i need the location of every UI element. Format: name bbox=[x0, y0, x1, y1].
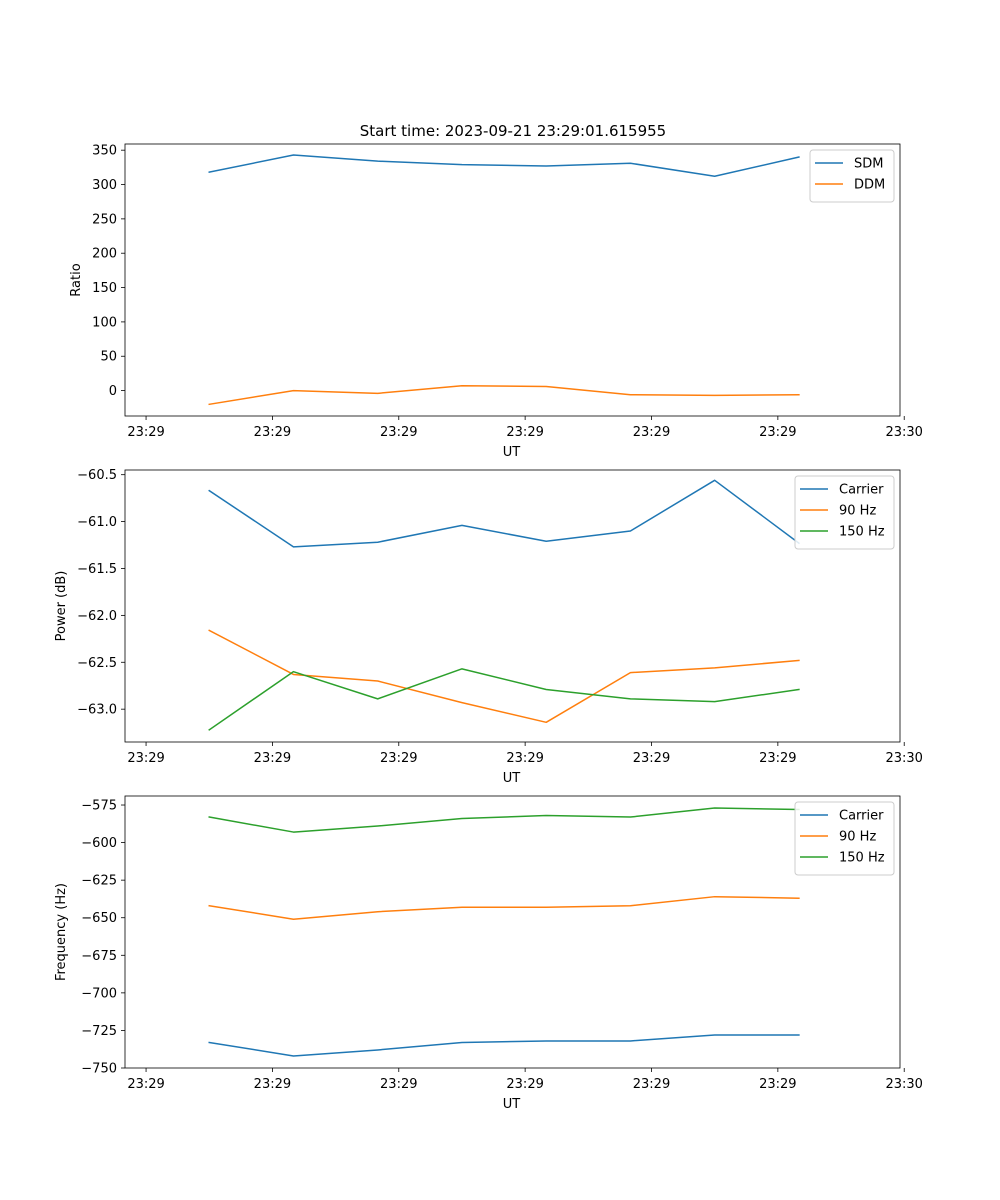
y-tick-label: −62.5 bbox=[77, 656, 117, 671]
series-line-carrier bbox=[208, 1034, 800, 1057]
chart-panel-2: 23:29 23:29 23:29 23:29 23:29 23:29 23:30 −63.0… bbox=[54, 468, 923, 786]
x-tick-label: 23:29 bbox=[633, 751, 670, 766]
legend-label: 90 Hz bbox=[839, 830, 876, 845]
legend: SDM DDM bbox=[809, 149, 895, 203]
axes-frame bbox=[124, 469, 901, 743]
y-tick-label: −750 bbox=[81, 1062, 117, 1077]
x-tick-label: 23:29 bbox=[127, 1077, 164, 1092]
y-tick-label: 100 bbox=[92, 315, 117, 330]
y-tick-label: −61.0 bbox=[77, 515, 117, 530]
legend-label: 90 Hz bbox=[839, 504, 876, 519]
x-tick-label: 23:29 bbox=[633, 425, 670, 440]
x-tick-label: 23:29 bbox=[506, 425, 543, 440]
x-tick-label: 23:29 bbox=[380, 425, 417, 440]
series-line-90-hz bbox=[208, 895, 800, 920]
chart-panel-3: 23:29 23:29 23:29 23:29 23:29 23:29 23:30 −750 −… bbox=[54, 795, 923, 1112]
series-line-150-hz bbox=[208, 668, 800, 731]
x-tick-label: 23:29 bbox=[380, 1077, 417, 1092]
x-tick-label: 23:29 bbox=[633, 1077, 670, 1092]
y-tick-label: 250 bbox=[92, 212, 117, 227]
legend-label: Carrier bbox=[839, 483, 884, 498]
x-tick-label: 23:29 bbox=[254, 1077, 291, 1092]
x-tick-label: 23:29 bbox=[127, 425, 164, 440]
y-tick-label: −61.5 bbox=[77, 562, 117, 577]
y-tick-label: 350 bbox=[92, 144, 117, 159]
legend-label: Carrier bbox=[839, 809, 884, 824]
legend-label: 150 Hz bbox=[839, 851, 885, 866]
y-axis-label: Power (dB) bbox=[54, 571, 69, 642]
y-tick-label: 300 bbox=[92, 178, 117, 193]
x-tick-label: 23:29 bbox=[506, 1077, 543, 1092]
x-axis-label: UT bbox=[503, 445, 521, 460]
y-tick-label: −60.5 bbox=[77, 468, 117, 483]
y-tick-label: −675 bbox=[81, 949, 117, 964]
y-tick-label: −62.0 bbox=[77, 609, 117, 624]
x-tick-label: 23:29 bbox=[759, 1077, 796, 1092]
axes-frame bbox=[124, 143, 901, 417]
y-tick-label: 50 bbox=[100, 350, 117, 365]
x-tick-label: 23:29 bbox=[380, 751, 417, 766]
series-line-90-hz bbox=[208, 629, 800, 724]
series-line-carrier bbox=[208, 479, 800, 548]
x-tick-label: 23:29 bbox=[254, 425, 291, 440]
y-tick-label: −575 bbox=[81, 799, 117, 814]
series-line-150-hz bbox=[208, 807, 800, 833]
x-tick-label: 23:29 bbox=[506, 751, 543, 766]
x-axis-label: UT bbox=[503, 1097, 521, 1112]
y-tick-label: −725 bbox=[81, 1024, 117, 1039]
legend-label: DDM bbox=[854, 178, 885, 193]
y-tick-label: 150 bbox=[92, 281, 117, 296]
x-tick-label: 23:29 bbox=[127, 751, 164, 766]
figure-title: Start time: 2023-09-21 23:29:01.615955 bbox=[360, 122, 666, 140]
y-tick-label: −625 bbox=[81, 874, 117, 889]
legend-label: SDM bbox=[854, 157, 883, 172]
legend: Carrier 90 Hz 150 Hz bbox=[794, 475, 895, 550]
y-tick-label: 200 bbox=[92, 247, 117, 262]
y-axis-label: Frequency (Hz) bbox=[54, 883, 69, 981]
x-tick-label: 23:29 bbox=[759, 751, 796, 766]
legend: Carrier 90 Hz 150 Hz bbox=[794, 801, 895, 876]
y-tick-label: −700 bbox=[81, 986, 117, 1001]
y-tick-label: −63.0 bbox=[77, 703, 117, 718]
axes-frame bbox=[124, 795, 901, 1069]
x-tick-label: 23:29 bbox=[759, 425, 796, 440]
series-line-sdm bbox=[208, 154, 800, 178]
x-tick-label: 23:29 bbox=[254, 751, 291, 766]
chart-panel-1: 23:29 23:29 23:29 23:29 23:29 23:29 23:30 0 50 10… bbox=[69, 143, 923, 460]
y-tick-label: −650 bbox=[81, 911, 117, 926]
x-tick-label: 23:30 bbox=[885, 751, 922, 766]
x-axis-label: UT bbox=[503, 771, 521, 786]
y-tick-label: 0 bbox=[109, 384, 117, 399]
x-tick-label: 23:30 bbox=[885, 425, 922, 440]
series-line-ddm bbox=[208, 385, 800, 406]
y-axis-label: Ratio bbox=[69, 263, 84, 296]
legend-label: 150 Hz bbox=[839, 525, 885, 540]
x-tick-label: 23:30 bbox=[885, 1077, 922, 1092]
y-tick-label: −600 bbox=[81, 836, 117, 851]
